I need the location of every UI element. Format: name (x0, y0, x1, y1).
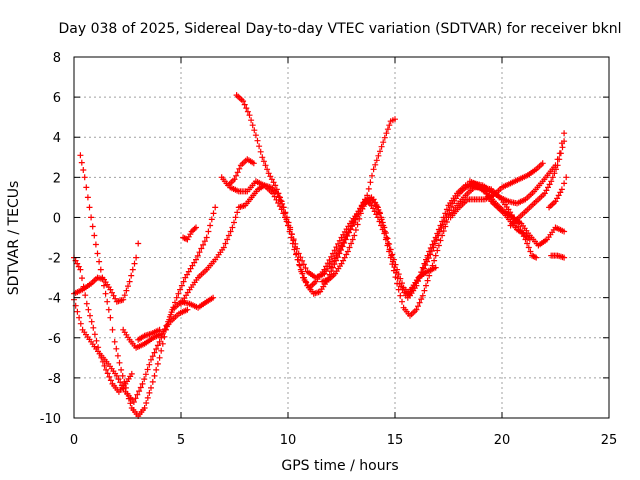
plot-frame (73, 56, 610, 419)
series-arc-9 (227, 178, 439, 299)
series-arc-11 (218, 156, 257, 189)
data-points-arc-12 (319, 116, 398, 285)
series-arc-14 (447, 160, 546, 221)
series-arc-7 (180, 224, 199, 243)
y-tick-label: -4 (48, 292, 61, 307)
series-arc-10 (233, 92, 568, 299)
x-tick-label: 15 (387, 433, 404, 448)
x-axis-label: GPS time / hours (281, 458, 398, 474)
data-points-arc-14 (447, 160, 546, 221)
x-tick-label: 20 (494, 433, 511, 448)
y-tick-labels: -10 -8 -6 -4 -2 0 2 4 6 8 (40, 51, 61, 427)
data-points-arc-18 (548, 252, 568, 261)
data-points-arc-10 (233, 92, 568, 299)
series-arc-8 (178, 182, 540, 319)
y-tick-label: 6 (53, 91, 61, 106)
y-tick-label: 4 (53, 131, 61, 146)
series-arc-5 (120, 306, 191, 351)
x-tick-label: 0 (70, 433, 78, 448)
y-axis-label: SDTVAR / TECUs (6, 181, 22, 296)
series-arc-16 (507, 138, 568, 229)
series-arc-12 (319, 116, 398, 285)
data-points-arc-6 (135, 326, 163, 343)
y-tick-label: 8 (53, 51, 61, 66)
y-tick-label: 0 (53, 211, 61, 226)
series-arc-17 (546, 174, 570, 211)
data-series (71, 92, 570, 419)
y-tick-label: -6 (48, 332, 61, 347)
data-points-arc-7 (180, 224, 199, 243)
x-tick-label: 5 (177, 433, 185, 448)
data-points-arc-16 (507, 138, 568, 229)
data-points-arc-8 (178, 182, 540, 319)
x-tick-labels: 0 5 10 15 20 25 (70, 433, 617, 448)
series-arc-18 (548, 252, 568, 261)
x-tick-label: 25 (601, 433, 618, 448)
chart-title: Day 038 of 2025, Sidereal Day-to-day VTE… (59, 21, 622, 37)
y-tick-label: -10 (40, 412, 61, 427)
x-tick-label: 10 (280, 433, 297, 448)
y-tick-label: -2 (48, 252, 61, 267)
data-points-arc-9 (227, 178, 439, 299)
data-points-arc-5 (120, 306, 191, 351)
y-tick-label: -8 (48, 372, 61, 387)
series-arc-6 (135, 326, 163, 343)
data-points-arc-11 (218, 156, 257, 189)
tick-marks (73, 56, 610, 419)
series-arc-15 (466, 178, 568, 249)
data-points-arc-17 (546, 174, 570, 211)
y-tick-label: 2 (53, 171, 61, 186)
data-points-arc-15 (466, 178, 568, 249)
